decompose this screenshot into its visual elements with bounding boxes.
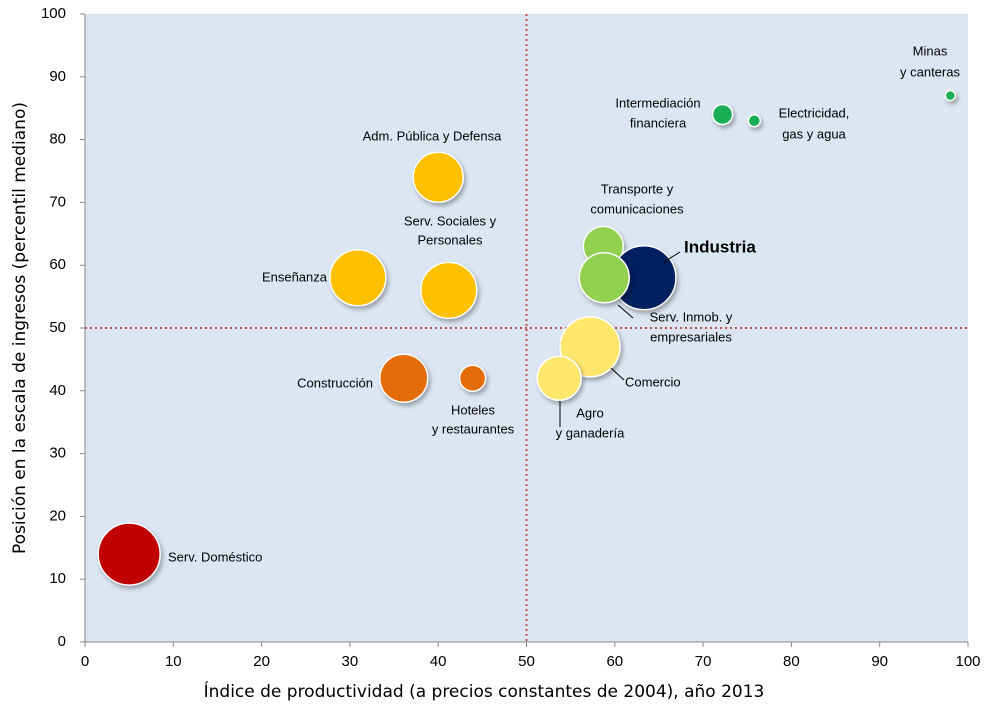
x-tick-label: 10 [165, 653, 182, 670]
bubble-label: Serv. Sociales y [404, 213, 497, 228]
bubble [747, 114, 762, 128]
bubble-label: empresariales [650, 329, 732, 344]
bubble-label: Serv. Inmob. y [650, 309, 733, 324]
bubble [329, 249, 387, 307]
bubble [379, 353, 429, 403]
bubble-label: Enseñanza [262, 269, 328, 284]
leader-line [663, 251, 681, 263]
x-axis-title: Índice de productividad (a precios const… [204, 680, 765, 702]
bubble-label: y canteras [900, 64, 960, 79]
y-tick-label: 100 [41, 5, 66, 22]
bubble-label: Intermediación [615, 95, 700, 110]
bubble-label: Agro [576, 405, 603, 420]
bubble [944, 89, 957, 102]
bubble-label: Hoteles [451, 402, 496, 417]
y-tick-label: 40 [49, 382, 66, 399]
bubble-label: financiera [630, 115, 687, 130]
x-tick-label: 30 [342, 653, 359, 670]
bubble-label: Construcción [297, 375, 373, 390]
bubble [578, 252, 630, 304]
y-tick-label: 10 [49, 570, 66, 587]
x-tick-label: 70 [695, 653, 712, 670]
y-tick-label: 70 [49, 193, 66, 210]
bubble-label: Serv. Doméstico [168, 549, 262, 564]
y-tick-label: 0 [58, 633, 66, 650]
bubble-label: y ganadería [556, 425, 625, 440]
x-tick-label: 50 [518, 653, 535, 670]
bubble-label: Electricidad, [779, 105, 850, 120]
leader-line [610, 367, 625, 381]
bubble [711, 103, 734, 126]
bubble-label: Comercio [625, 374, 681, 389]
bubble-label: Adm. Pública y Defensa [363, 128, 503, 143]
y-tick-label: 80 [49, 131, 66, 148]
y-tick-label: 50 [49, 319, 66, 336]
bubble [420, 261, 478, 320]
y-axis-title: Posición en la escala de ingresos (perce… [10, 102, 30, 554]
bubble [559, 316, 621, 378]
y-tick-label: 90 [49, 68, 66, 85]
y-tick-label: 30 [49, 445, 66, 462]
x-tick-label: 40 [430, 653, 447, 670]
x-tick-label: 80 [783, 653, 800, 670]
y-tick-label: 20 [49, 507, 66, 524]
leader-line [617, 304, 634, 319]
bubble-label: gas y agua [782, 126, 846, 141]
bubble [536, 355, 582, 401]
bubble-label: comunicaciones [590, 201, 684, 216]
bubble-label: Minas [913, 43, 948, 58]
bubble [458, 364, 487, 392]
x-tick-label: 90 [871, 653, 888, 670]
x-tick-label: 100 [955, 653, 980, 670]
bubble-label: Personales [417, 232, 483, 247]
bubble-label: Industria [684, 237, 756, 256]
x-tick-label: 20 [253, 653, 270, 670]
bubble-label: Transporte y [601, 181, 674, 196]
y-tick-label: 60 [49, 256, 66, 273]
x-tick-label: 0 [81, 653, 89, 670]
bubble [412, 151, 464, 204]
bubble-label: y restaurantes [432, 421, 515, 436]
bubble [97, 522, 161, 586]
x-tick-label: 60 [606, 653, 623, 670]
